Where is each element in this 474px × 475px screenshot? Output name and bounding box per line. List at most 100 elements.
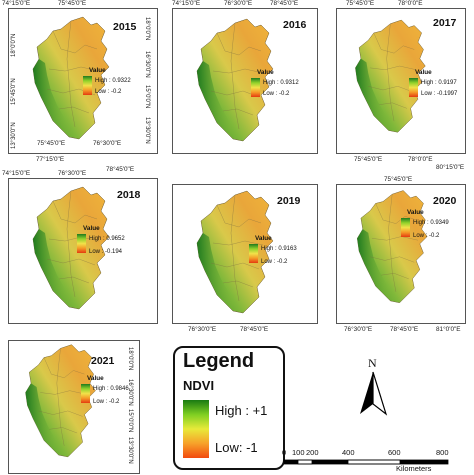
value-low: Low : -0.2 [93,399,120,405]
bottom-tick: 76°30'0"E [344,326,373,333]
map-panel-2021: 2021 Value High : 0.9846 Low : -0.2 18°0… [8,340,140,474]
year-label: 2017 [433,17,457,29]
value-legend: Value High : 0.9322 Low : -0.2 [83,67,155,107]
bottom-tick: 81°0'0"E [436,326,461,333]
value-legend: Value High : 0.9197 Low : -0.1997 [409,69,467,109]
bottom-tick: 78°45'0"E [390,326,419,333]
year-label: 2016 [283,19,307,31]
year-label: 2015 [113,21,137,33]
ndvi-gradient-swatch [81,384,90,403]
scale-tick: 100 [292,448,305,457]
scale-tick: 200 [306,448,319,457]
scale-tick: 800 [436,448,449,457]
value-low: Low : -0.2 [263,91,290,97]
top-tick: 74°15'0"E [172,0,201,7]
legend-layer-name: NDVI [183,378,215,393]
value-legend-title: Value [87,375,104,382]
legend-high-label: High : +1 [215,403,268,418]
scale-units: Kilometers [396,464,432,473]
top-tick: 76°30'0"E [224,0,253,7]
value-legend-title: Value [89,67,106,74]
value-legend: Value High : 0.9312 Low : -0.2 [251,69,317,109]
year-label: 2020 [433,195,457,207]
value-legend: Value High : 0.9846 Low : -0.2 [81,375,141,415]
ndvi-gradient-swatch [251,78,260,97]
scale-tick: 400 [342,448,355,457]
right-tick: 16°30'0"N [127,379,133,406]
value-high: High : 0.9163 [261,246,297,252]
year-label: 2021 [91,355,115,367]
bottom-tick: 77°15'0"E [36,156,65,163]
value-low: Low : -0.2 [95,89,122,95]
top-tick: 76°30'0"E [58,170,87,177]
legend-low-label: Low: -1 [215,440,258,455]
value-legend-title: Value [83,225,100,232]
bottom-tick: 78°45'0"E [240,326,269,333]
top-tick: 78°45'0"E [106,166,135,173]
map-panel-2015: 2015 Value High : 0.9322 Low : -0.2 75°4… [8,8,158,154]
value-legend-title: Value [257,69,274,76]
right-tick: 18°0'0"N [127,347,133,371]
bottom-tick: 76°30'0"E [188,326,217,333]
right-tick: 16°30'0"N [144,51,150,78]
ndvi-gradient-swatch [401,218,410,237]
value-legend: Value High : 0.9163 Low : -0.2 [249,235,317,275]
scale-tick: 0 [282,448,287,457]
year-label: 2019 [277,195,301,207]
value-high: High : 0.9846 [93,386,129,392]
map-panel-2018: 2018 Value High : 0.9652 Low : -0.194 [8,178,158,324]
map-panel-2019: 2019 Value High : 0.9163 Low : -0.2 [172,184,318,324]
value-high: High : 0.9312 [263,80,299,86]
bottom-tick: 76°30'0"E [93,140,122,147]
value-low: Low : -0.2 [413,233,440,239]
right-tick: 18°0'0"N [144,17,150,41]
map-panel-2017: 2017 Value High : 0.9197 Low : -0.1997 [336,8,466,154]
map-panel-2020: 2020 Value High : 0.9349 Low : -0.2 [336,184,466,324]
value-high: High : 0.9197 [421,80,457,86]
left-tick: 15°45'0"N [11,78,17,105]
bottom-tick: 75°45'0"E [37,140,66,147]
right-tick: 15°0'0"N [127,409,133,433]
value-legend-title: Value [255,235,272,242]
north-label: N [368,356,377,370]
ndvi-gradient-swatch [249,244,258,263]
legend-title: Legend [183,350,255,372]
value-low: Low : -0.2 [261,259,288,265]
top-tick: 78°0'0"E [398,0,423,7]
value-legend: Value High : 0.9349 Low : -0.2 [401,209,467,249]
right-tick: 13°30'0"N [144,117,150,144]
value-high: High : 0.9322 [95,78,131,84]
year-label: 2018 [117,189,141,201]
ndvi-gradient-swatch [409,78,418,97]
value-legend-title: Value [407,209,424,216]
ndvi-gradient-swatch [77,234,86,253]
bottom-tick: 80°15'0"E [436,164,465,171]
top-tick: 74°15'0"E [2,170,31,177]
map-panel-2016: 2016 Value High : 0.9312 Low : -0.2 [172,8,318,154]
top-tick: 75°45'0"E [58,0,87,7]
right-tick: 13°30'0"N [127,437,133,464]
top-tick: 75°45'0"E [384,176,413,183]
value-legend: Value High : 0.9652 Low : -0.194 [77,225,157,265]
value-low: Low : -0.194 [89,249,123,255]
ndvi-gradient-swatch [83,76,92,95]
value-legend-title: Value [415,69,432,76]
top-tick: 74°15'0"E [2,0,31,7]
ndvi-legend: Legend NDVI High : +1 Low: -1 [173,346,285,470]
right-tick: 15°0'0"N [144,85,150,109]
bottom-tick: 75°45'0"E [354,156,383,163]
value-high: High : 0.9652 [89,236,125,242]
value-high: High : 0.9349 [413,220,449,226]
top-tick: 78°45'0"E [270,0,299,7]
bottom-tick: 78°0'0"E [408,156,433,163]
top-tick: 75°45'0"E [346,0,375,7]
ndvi-gradient-bar [183,400,209,458]
north-arrow: N [356,356,392,418]
scale-bar-graphic [283,459,449,465]
left-tick: 18°0'0"N [11,33,17,57]
left-tick: 13°30'0"N [11,122,17,149]
scale-bar: 0 100 200 400 600 800 Kilometers [280,448,470,474]
value-low: Low : -0.1997 [421,91,458,97]
scale-tick: 600 [388,448,401,457]
north-arrow-icon [360,371,388,416]
